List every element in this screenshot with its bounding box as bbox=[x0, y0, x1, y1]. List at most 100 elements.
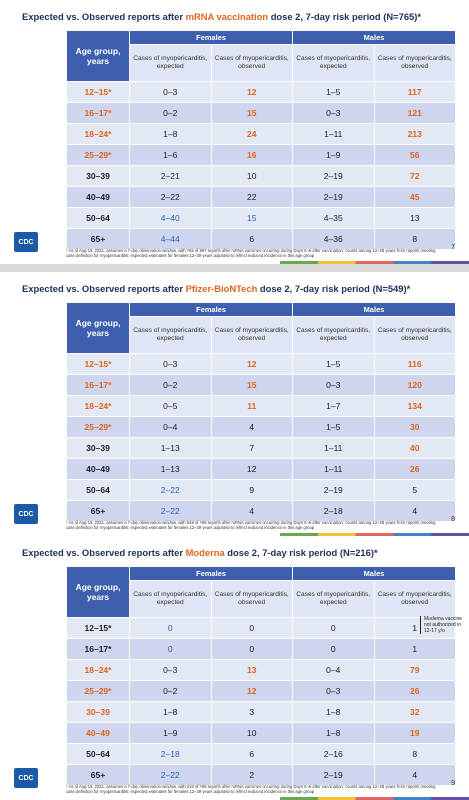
age-cell: 25–29* bbox=[66, 416, 130, 438]
table-cell: 134 bbox=[373, 395, 456, 417]
subheader: Cases of myopericarditis, expected bbox=[292, 580, 375, 618]
data-table: Age group, years Females Males Cases of myo… bbox=[66, 302, 456, 522]
table-row: 12–15* 0 0 0 1 bbox=[66, 617, 456, 639]
table-cell: 0–3 bbox=[129, 81, 212, 103]
table-cell: 1–8 bbox=[292, 701, 375, 723]
table-cell: 2–18 bbox=[292, 500, 375, 522]
table-cell: 1–5 bbox=[292, 416, 375, 438]
table-cell: 3 bbox=[210, 701, 293, 723]
table-cell: 1 bbox=[373, 638, 456, 660]
age-cell: 16–17* bbox=[66, 638, 130, 660]
age-cell: 18–24* bbox=[66, 395, 130, 417]
color-strip bbox=[280, 797, 469, 800]
table-row: 40–49 2–22 22 2–19 45 bbox=[66, 186, 456, 208]
table-cell: 0–2 bbox=[129, 680, 212, 702]
age-cell: 30–39 bbox=[66, 701, 130, 723]
title-text: Expected vs. Observed reports after bbox=[22, 283, 186, 294]
slide: Expected vs. Observed reports after Mode… bbox=[0, 536, 469, 800]
table-cell: 1–7 bbox=[292, 395, 375, 417]
age-cell: 12–15* bbox=[66, 617, 130, 639]
table-cell: 72 bbox=[373, 165, 456, 187]
header-row: Age group, years Females Males bbox=[66, 302, 456, 354]
table-cell: 8 bbox=[373, 743, 456, 765]
table-cell: 0 bbox=[292, 638, 375, 660]
table-cell: 2–18 bbox=[129, 743, 212, 765]
table-row: 40–49 1–13 12 1–11 26 bbox=[66, 458, 456, 480]
age-cell: 65+ bbox=[66, 764, 130, 786]
age-cell: 30–39 bbox=[66, 165, 130, 187]
table-cell: 30 bbox=[373, 416, 456, 438]
table-cell: 1–8 bbox=[292, 722, 375, 744]
table-row: 18–24* 0–5 11 1–7 134 bbox=[66, 395, 456, 417]
table-cell: 79 bbox=[373, 659, 456, 681]
footnote: * As of Aug 18, 2021; assumes a 7-day ob… bbox=[66, 520, 436, 530]
page-number: 9 bbox=[451, 780, 455, 787]
age-cell: 12–15* bbox=[66, 353, 130, 375]
table-cell: 1–11 bbox=[292, 123, 375, 145]
title-text: dose 2, 7-day risk period (N=765)* bbox=[268, 11, 422, 22]
table-cell: 2–22 bbox=[129, 479, 212, 501]
subheader: Cases of myopericarditis, expected bbox=[129, 44, 212, 82]
table-row: 12–15* 0–3 12 1–5 116 bbox=[66, 353, 456, 375]
table-cell: 1–13 bbox=[129, 458, 212, 480]
age-cell: 65+ bbox=[66, 228, 130, 250]
age-cell: 16–17* bbox=[66, 102, 130, 124]
table-cell: 4–40 bbox=[129, 207, 212, 229]
table-cell: 0–5 bbox=[129, 395, 212, 417]
header-row: Age group, years Females Males bbox=[66, 30, 456, 82]
color-strip bbox=[280, 533, 469, 536]
age-cell: 16–17* bbox=[66, 374, 130, 396]
slide: Expected vs. Observed reports after Pfiz… bbox=[0, 272, 469, 536]
table-row: 30–39 1–13 7 1–11 40 bbox=[66, 437, 456, 459]
table-cell: 8 bbox=[373, 228, 456, 250]
table-row: 25–29* 1–6 16 1–9 56 bbox=[66, 144, 456, 166]
group-header: Females bbox=[129, 30, 293, 45]
table-cell: 0–3 bbox=[292, 680, 375, 702]
table-cell: 1–8 bbox=[129, 701, 212, 723]
table-cell: 120 bbox=[373, 374, 456, 396]
subheader-row: Cases of myopericarditis, expected Cases … bbox=[67, 580, 456, 618]
table-row: 25–29* 0–2 12 0–3 26 bbox=[66, 680, 456, 702]
table-cell: 1–11 bbox=[292, 437, 375, 459]
table-cell: 22 bbox=[210, 186, 293, 208]
table-cell: 13 bbox=[210, 659, 293, 681]
age-header: Age group, years bbox=[66, 566, 130, 618]
table-cell: 0–3 bbox=[129, 353, 212, 375]
group-header: Females bbox=[129, 302, 293, 317]
cdc-logo: CDC bbox=[14, 232, 38, 252]
table-cell: 2–21 bbox=[129, 165, 212, 187]
slide: Expected vs. Observed reports after mRNA… bbox=[0, 0, 469, 264]
subheader: Cases of myopericarditis, observed bbox=[373, 580, 456, 618]
table-cell: 10 bbox=[210, 165, 293, 187]
table-cell: 2–22 bbox=[129, 500, 212, 522]
age-cell: 12–15* bbox=[66, 81, 130, 103]
group-header: Females bbox=[129, 566, 293, 581]
table-cell: 1–5 bbox=[292, 353, 375, 375]
table-cell: 4 bbox=[210, 416, 293, 438]
title-highlight: mRNA vaccination bbox=[185, 11, 269, 22]
age-cell: 50–64 bbox=[66, 479, 130, 501]
table-cell: 1–5 bbox=[292, 81, 375, 103]
age-cell: 18–24* bbox=[66, 659, 130, 681]
table-cell: 4 bbox=[210, 500, 293, 522]
table-cell: 0 bbox=[129, 617, 212, 639]
table-cell: 0–3 bbox=[129, 659, 212, 681]
slide-title: Expected vs. Observed reports after Mode… bbox=[22, 547, 467, 558]
age-cell: 40–49 bbox=[66, 186, 130, 208]
subheader: Cases of myopericarditis, observed bbox=[210, 44, 293, 82]
page-number: 8 bbox=[451, 516, 455, 523]
table-cell: 40 bbox=[373, 437, 456, 459]
subheader: Cases of myopericarditis, expected bbox=[292, 44, 375, 82]
age-cell: 65+ bbox=[66, 500, 130, 522]
group-header: Males bbox=[292, 566, 456, 581]
table-cell: 32 bbox=[373, 701, 456, 723]
title-text: dose 2, 7-day risk period (N=216)* bbox=[224, 547, 378, 558]
table-cell: 4–35 bbox=[292, 207, 375, 229]
age-cell: 25–29* bbox=[66, 680, 130, 702]
table-cell: 2–16 bbox=[292, 743, 375, 765]
table-row: 40–49 1–9 10 1–8 19 bbox=[66, 722, 456, 744]
table-cell: 0–4 bbox=[129, 416, 212, 438]
age-header: Age group, years bbox=[66, 302, 130, 354]
age-cell: 50–64 bbox=[66, 207, 130, 229]
